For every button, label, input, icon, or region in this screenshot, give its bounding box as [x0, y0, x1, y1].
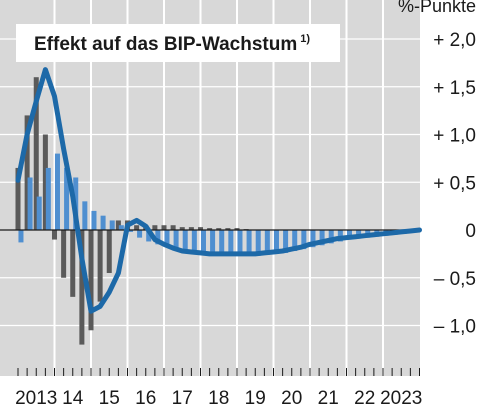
bar-gray: [70, 230, 76, 297]
x-tick-label: 17: [172, 388, 193, 409]
bar-gray: [15, 167, 21, 230]
bar-blue: [36, 196, 42, 230]
bar-blue: [173, 230, 179, 250]
bar-blue: [292, 230, 298, 252]
x-tick-label: 2013: [15, 388, 57, 409]
bar-gray: [42, 134, 48, 230]
bar-blue: [146, 230, 152, 242]
title-box: [16, 24, 340, 62]
bar-gray: [225, 228, 231, 230]
series-line: [15, 67, 422, 314]
bar-gray: [88, 230, 94, 331]
x-tick-label: 2023: [380, 388, 422, 409]
bar-gray: [234, 228, 240, 230]
bar-blue: [137, 230, 143, 238]
bar-blue: [100, 215, 106, 230]
bar-gray: [24, 115, 30, 230]
bar-blue: [127, 230, 133, 232]
y-tick-label: + 1,5: [433, 78, 476, 99]
bar-blue: [228, 230, 234, 256]
bar-blue: [27, 177, 33, 230]
chart-title-footnote: 1): [300, 33, 310, 45]
bar-blue: [246, 230, 252, 256]
y-axis-labels: + 2,0 + 1,5 + 1,0 + 0,5 0 – 0,5 – 1,0: [433, 30, 476, 338]
bar-gray: [161, 225, 167, 230]
bar-gray: [134, 225, 140, 230]
y-tick-label: + 1,0: [433, 126, 476, 147]
bar-gray: [33, 77, 39, 230]
bar-gray: [152, 225, 158, 230]
x-tick-label: 16: [135, 388, 156, 409]
x-tick-label: 14: [62, 388, 84, 409]
x-tick-label: 20: [281, 388, 302, 409]
x-tick-label: 22: [354, 388, 375, 409]
bar-gray: [97, 230, 103, 302]
x-tick-label: 18: [208, 388, 229, 409]
bar-blue: [337, 230, 343, 242]
y-tick-label: + 2,0: [433, 30, 476, 51]
x-tick-label: 21: [318, 388, 339, 409]
bar-gray: [51, 230, 58, 240]
bar-gray: [188, 227, 194, 230]
bar-blue: [210, 230, 216, 255]
y-tick-label: 0: [465, 221, 476, 242]
bar-blue: [310, 230, 316, 248]
bar-gray: [216, 228, 222, 230]
bar-blue: [319, 230, 325, 246]
bar-blue: [18, 230, 24, 243]
bar-blue: [255, 230, 261, 256]
bar-blue: [346, 230, 352, 240]
bar-gray: [170, 225, 176, 230]
bar-gray: [207, 228, 213, 230]
bar-gray: [179, 227, 185, 230]
y-tick-label: + 0,5: [433, 173, 476, 194]
x-tick-label: 15: [99, 388, 120, 409]
bar-blue: [264, 230, 270, 255]
bar-blue: [118, 225, 124, 230]
chart-title-text: Effekt auf das BIP-Wachstum: [34, 34, 297, 55]
bar-blue: [219, 230, 225, 256]
bar-blue: [54, 153, 60, 230]
bar-blue: [91, 210, 97, 230]
chart-title: Effekt auf das BIP-Wachstum 1): [34, 33, 310, 55]
bar-blue: [82, 201, 88, 230]
bar-blue: [237, 230, 243, 256]
unit-label: %-Punkte: [398, 0, 476, 16]
bar-blue: [283, 230, 289, 253]
bar-gray: [115, 220, 121, 230]
bar-gray: [79, 230, 85, 345]
bar-blue: [273, 230, 279, 254]
bar-blue: [64, 167, 70, 230]
bar-gray: [197, 227, 204, 230]
vertical-gridlines: [53, 0, 384, 376]
bar-blue: [200, 230, 206, 254]
bar-blue: [109, 220, 115, 230]
bar-blue: [164, 230, 170, 248]
bar-gray: [61, 230, 67, 278]
bar-blue: [155, 230, 161, 245]
x-tick-label: 19: [245, 388, 266, 409]
y-tick-label: – 1,0: [434, 317, 476, 338]
bar-blue: [45, 167, 51, 230]
x-axis-ticks: [17, 368, 420, 376]
bar-gray: [106, 230, 112, 273]
y-tick-label: – 0,5: [434, 269, 476, 290]
x-axis-labels: 2013 14 15 16 17 18 19 20 21 22 2023: [15, 388, 422, 409]
bar-blue: [301, 230, 307, 250]
bar-blue: [328, 230, 334, 244]
bar-blue: [182, 230, 188, 252]
bar-blue: [191, 230, 197, 253]
